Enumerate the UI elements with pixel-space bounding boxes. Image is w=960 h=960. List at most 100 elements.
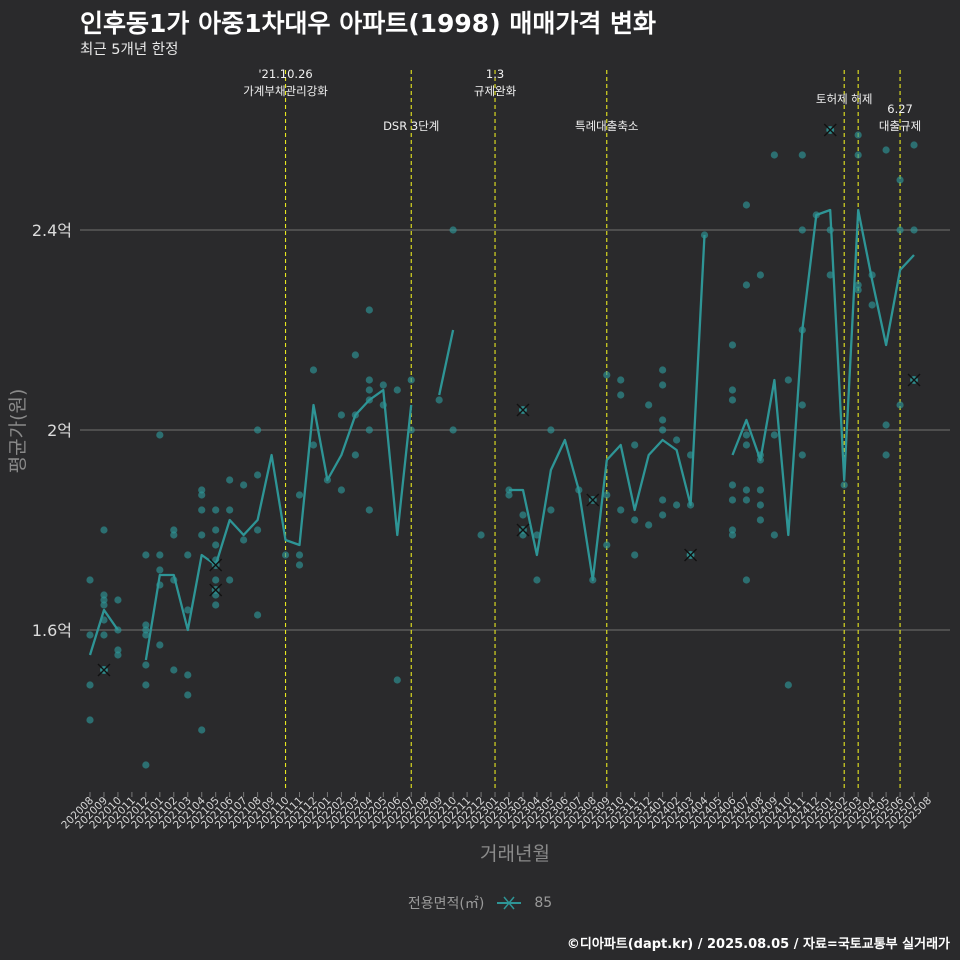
transaction-point [100, 601, 108, 609]
cancelled-x-marker [209, 583, 223, 597]
transaction-point [882, 146, 890, 154]
y-tick-labels: 1.6억 2억 2.4억 [32, 221, 72, 640]
transaction-point [854, 286, 862, 294]
transaction-point [198, 531, 206, 539]
transaction-point [100, 591, 108, 599]
transaction-point [756, 501, 765, 509]
transaction-point [309, 441, 318, 449]
transaction-point [198, 726, 206, 734]
average-line-segment [438, 329, 455, 396]
transaction-point [603, 371, 611, 379]
transaction-point [86, 681, 94, 689]
transaction-point [142, 626, 150, 634]
transaction-point [728, 481, 737, 489]
event-label: 대출규제 [879, 119, 921, 133]
transaction-point [742, 431, 751, 439]
transaction-point [868, 301, 876, 309]
cancelled-x-marker [907, 373, 921, 387]
transaction-point [365, 376, 373, 384]
transaction-point [254, 611, 262, 619]
transaction-point [659, 366, 667, 374]
transaction-point [365, 506, 373, 514]
transaction-point [728, 386, 737, 394]
transaction-point [798, 151, 806, 159]
transaction-point [226, 576, 234, 584]
transaction-point [212, 576, 220, 584]
transaction-point [254, 426, 262, 434]
transaction-point [659, 381, 667, 389]
transaction-point [142, 661, 150, 669]
transaction-point [309, 366, 318, 374]
transaction-point [673, 501, 681, 509]
cancelled-x-marker [516, 403, 530, 417]
transaction-point [854, 281, 862, 289]
transaction-point [156, 641, 164, 649]
transaction-point [142, 551, 150, 559]
event-label: 토허제 해제 [816, 92, 873, 106]
transaction-point [337, 486, 345, 494]
transaction-point [114, 646, 122, 654]
transaction-point [784, 681, 792, 689]
transaction-point [393, 676, 401, 684]
transaction-point [142, 761, 150, 769]
transaction-point [742, 496, 751, 504]
average-line-segment [731, 208, 915, 537]
transaction-point [142, 621, 150, 629]
transaction-point [756, 271, 765, 279]
transaction-point [784, 376, 792, 384]
transaction-point [728, 531, 737, 539]
transaction-point [365, 306, 373, 314]
transaction-point [156, 566, 164, 574]
transaction-point [547, 426, 555, 434]
transaction-point [295, 491, 304, 499]
transaction-point [826, 271, 834, 279]
transaction-point [505, 491, 513, 499]
average-line-segment [88, 608, 119, 656]
transaction-point [645, 401, 653, 409]
average-line-segment [509, 234, 706, 582]
transaction-point [910, 226, 918, 234]
transaction-point [86, 631, 94, 639]
event-label: 규제완화 [474, 84, 517, 98]
legend-key-icon [497, 896, 522, 910]
transaction-point [617, 391, 625, 399]
transaction-point [365, 386, 373, 394]
transaction-point [184, 671, 192, 679]
transaction-point [226, 476, 234, 484]
transaction-point [631, 551, 639, 559]
transaction-point [184, 606, 192, 614]
transaction-point [114, 651, 122, 659]
transaction-point [631, 516, 639, 524]
transaction-point [742, 201, 751, 209]
transaction-point [728, 496, 737, 504]
transaction-point [742, 486, 751, 494]
transaction-point [337, 411, 345, 419]
chart-subtitle: 최근 5개년 한정 [80, 42, 179, 58]
chart-title: 인후동1가 아중1차대우 아파트(1998) 매매가격 변화 [80, 9, 657, 38]
event-label: '21.10.26 [258, 67, 312, 81]
transaction-point [156, 431, 164, 439]
average-line-segment [144, 388, 413, 661]
transaction-point [896, 176, 904, 184]
transaction-point [212, 506, 220, 514]
cancelled-transaction-markers [97, 123, 921, 677]
transaction-point [184, 551, 192, 559]
legend-title: 전용면적(㎡) [407, 896, 485, 912]
transaction-point [896, 401, 904, 409]
transaction-point [603, 541, 611, 549]
transaction-point [295, 561, 304, 569]
transaction-point [351, 351, 359, 359]
transaction-point [449, 226, 457, 234]
transaction-point [770, 151, 778, 159]
y-tick-label: 2.4억 [32, 221, 72, 240]
transaction-point [770, 431, 778, 439]
transaction-point [198, 506, 206, 514]
transaction-point [742, 281, 751, 289]
transaction-point [184, 691, 192, 699]
transaction-point [700, 231, 709, 239]
transaction-point [170, 666, 178, 674]
transaction-point [631, 441, 639, 449]
transaction-point [673, 436, 681, 444]
transaction-point [435, 396, 443, 404]
